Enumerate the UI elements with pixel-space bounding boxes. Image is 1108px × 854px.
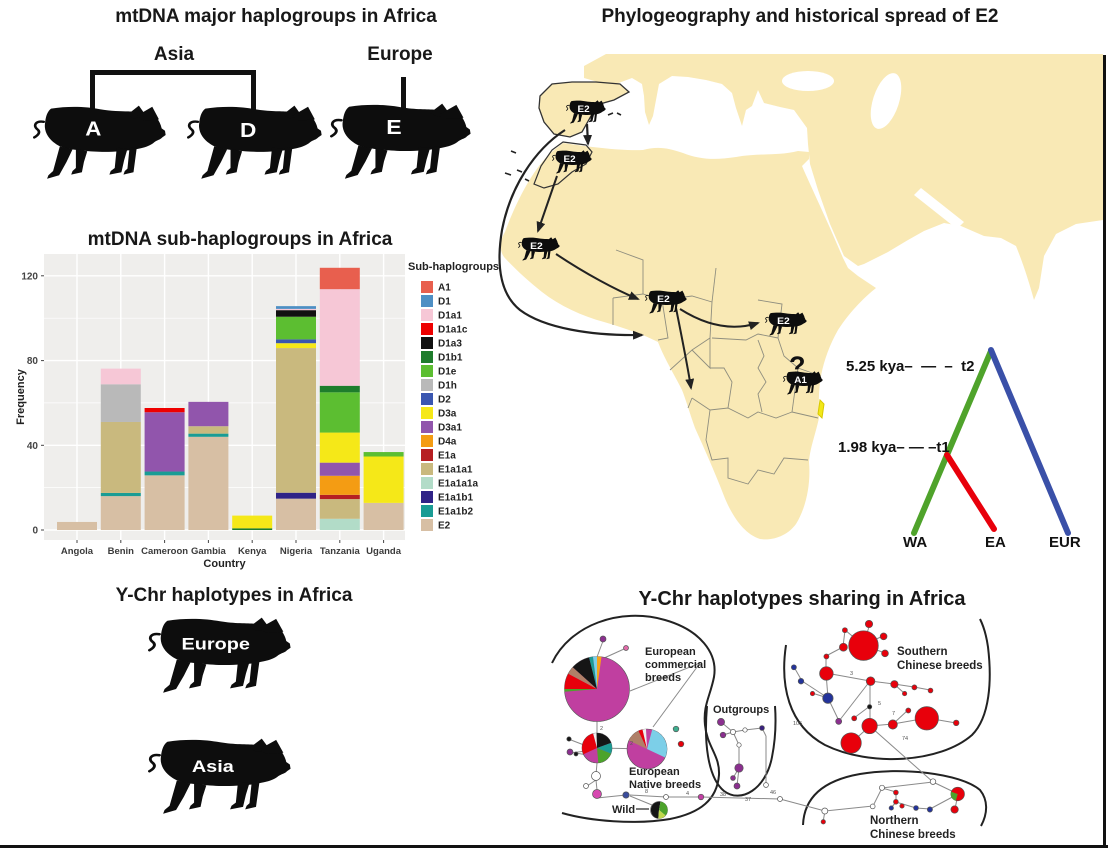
svg-text:0: 0 bbox=[32, 526, 38, 537]
svg-text:D1a3: D1a3 bbox=[438, 339, 462, 350]
svg-text:Nigeria: Nigeria bbox=[280, 546, 313, 557]
svg-text:E2: E2 bbox=[530, 241, 543, 252]
svg-text:Kenya: Kenya bbox=[238, 546, 267, 557]
svg-text:D1a1c: D1a1c bbox=[438, 325, 468, 336]
svg-text:Gambia: Gambia bbox=[191, 546, 227, 557]
svg-text:Country: Country bbox=[203, 558, 246, 570]
svg-text:D1a1: D1a1 bbox=[438, 311, 462, 322]
svg-text:46: 46 bbox=[770, 790, 776, 796]
svg-text:D1e: D1e bbox=[438, 367, 457, 378]
svg-text:Angola: Angola bbox=[61, 546, 94, 557]
svg-text:D2: D2 bbox=[438, 395, 451, 406]
svg-text:2: 2 bbox=[600, 726, 603, 732]
svg-text:Y-Chr haplotypes sharing in Af: Y-Chr haplotypes sharing in Africa bbox=[638, 588, 966, 610]
svg-text:EA: EA bbox=[985, 534, 1006, 551]
svg-text:74: 74 bbox=[902, 736, 908, 742]
svg-text:80: 80 bbox=[27, 356, 39, 367]
svg-text:8: 8 bbox=[645, 789, 648, 795]
svg-text:D3a: D3a bbox=[438, 409, 457, 420]
svg-text:A: A bbox=[85, 119, 101, 141]
svg-text:D1: D1 bbox=[438, 297, 451, 308]
svg-text:Outgroups: Outgroups bbox=[713, 704, 769, 716]
svg-text:E2: E2 bbox=[438, 521, 451, 532]
svg-text:120: 120 bbox=[21, 271, 38, 282]
svg-text:EUR: EUR bbox=[1049, 534, 1081, 551]
svg-text:D1b1: D1b1 bbox=[438, 353, 463, 364]
svg-text:Tanzania: Tanzania bbox=[320, 546, 361, 557]
svg-text:Southern: Southern bbox=[897, 646, 947, 658]
svg-text:105: 105 bbox=[793, 721, 802, 727]
svg-text:D: D bbox=[240, 119, 256, 141]
svg-text:Cameroon: Cameroon bbox=[141, 546, 188, 557]
svg-text:2: 2 bbox=[630, 741, 633, 747]
svg-text:E1a1a1: E1a1a1 bbox=[438, 465, 473, 476]
svg-text:Wild: Wild bbox=[612, 804, 635, 816]
svg-text:D1h: D1h bbox=[438, 381, 457, 392]
svg-text:E2: E2 bbox=[657, 294, 670, 305]
svg-text:A1: A1 bbox=[794, 375, 807, 386]
svg-text:European: European bbox=[645, 646, 696, 658]
svg-text:E2: E2 bbox=[777, 316, 790, 327]
svg-text:40: 40 bbox=[27, 441, 39, 452]
svg-text:Benin: Benin bbox=[108, 546, 135, 557]
svg-text:E1a1a1a: E1a1a1a bbox=[438, 479, 478, 490]
svg-text:mtDNA sub-haplogroups in Afric: mtDNA sub-haplogroups in Africa bbox=[88, 229, 393, 250]
svg-text:Sub-haplogroups: Sub-haplogroups bbox=[408, 261, 499, 273]
svg-text:E2: E2 bbox=[578, 104, 590, 115]
svg-text:A1: A1 bbox=[438, 283, 451, 294]
svg-text:commercial: commercial bbox=[645, 659, 706, 671]
svg-text:E2: E2 bbox=[564, 154, 576, 165]
svg-text:1.98 kya– — –t1: 1.98 kya– — –t1 bbox=[838, 439, 950, 456]
svg-text:37: 37 bbox=[745, 797, 751, 803]
svg-text:WA: WA bbox=[903, 534, 927, 551]
svg-text:4: 4 bbox=[686, 791, 689, 797]
svg-text:Uganda: Uganda bbox=[366, 546, 402, 557]
svg-text:D4a: D4a bbox=[438, 437, 457, 448]
svg-text:7: 7 bbox=[892, 711, 895, 717]
svg-text:E1a: E1a bbox=[438, 451, 456, 462]
svg-text:European: European bbox=[629, 766, 680, 778]
svg-text:Europe: Europe bbox=[181, 634, 249, 653]
svg-text:3: 3 bbox=[850, 671, 853, 677]
svg-text:Chinese breeds: Chinese breeds bbox=[870, 829, 956, 841]
svg-text:E1a1b2: E1a1b2 bbox=[438, 507, 473, 518]
svg-text:5: 5 bbox=[878, 701, 881, 707]
svg-text:38: 38 bbox=[720, 792, 726, 798]
svg-text:E: E bbox=[386, 115, 401, 138]
svg-text:D3a1: D3a1 bbox=[438, 423, 462, 434]
svg-text:Chinese breeds: Chinese breeds bbox=[897, 660, 983, 672]
svg-text:Native breeds: Native breeds bbox=[629, 779, 701, 791]
svg-text:Northern: Northern bbox=[870, 815, 919, 827]
svg-text:E1a1b1: E1a1b1 bbox=[438, 493, 473, 504]
svg-text:Asia: Asia bbox=[192, 756, 235, 775]
svg-text:Frequency: Frequency bbox=[15, 368, 27, 425]
svg-text:5.25 kya– — – t2: 5.25 kya– — – t2 bbox=[846, 358, 974, 375]
svg-text:breeds: breeds bbox=[645, 672, 681, 684]
